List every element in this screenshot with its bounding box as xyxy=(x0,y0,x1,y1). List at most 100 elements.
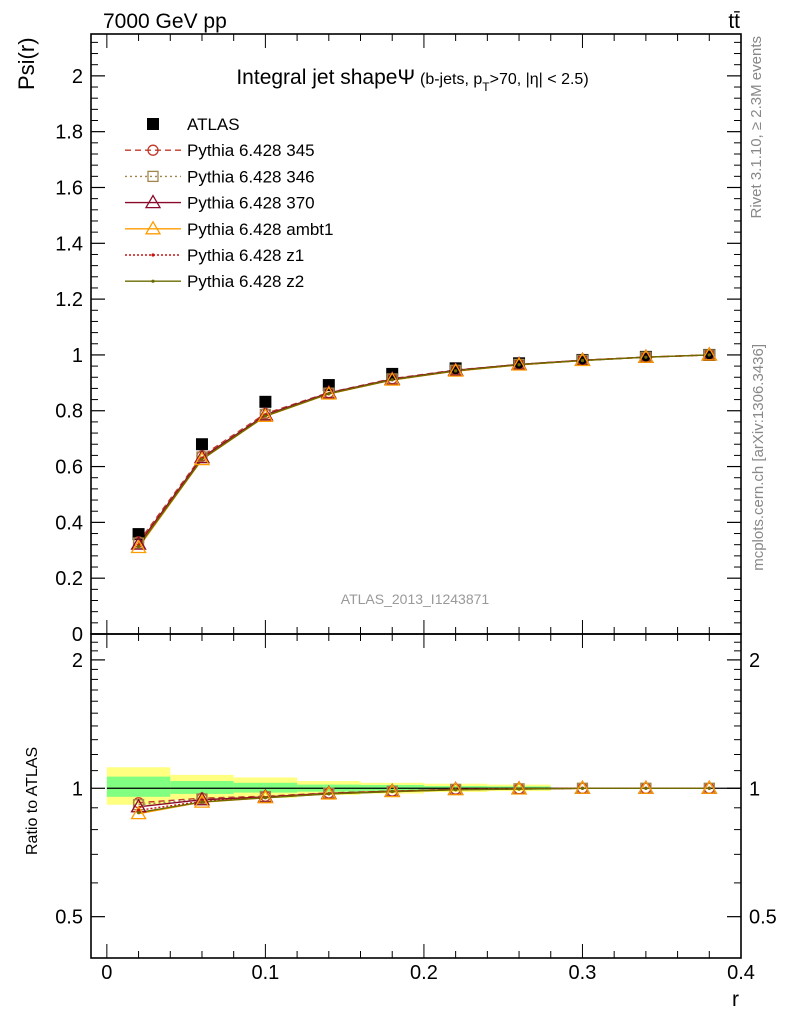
series-marker-ambt1 xyxy=(637,348,655,363)
legend-marker-p370 xyxy=(144,194,162,209)
ratio-marker-ambt1 xyxy=(193,793,211,808)
ratio-ytick-label: 1 xyxy=(72,778,83,800)
ratio-marker-ambt1 xyxy=(510,780,528,795)
legend-marker-p346 xyxy=(147,170,159,183)
legend-label-ambt1: Pythia 6.428 ambt1 xyxy=(187,220,333,239)
ratio-line-z2 xyxy=(138,787,710,814)
watermark-text: ATLAS_2013_I1243871 xyxy=(341,591,490,607)
main-ylabel: Psi(r) xyxy=(14,37,39,90)
ratio-ytick-label-right: 2 xyxy=(749,650,760,672)
ratio-marker-ambt1 xyxy=(320,785,337,800)
ratio-marker-ambt1 xyxy=(701,779,718,794)
ratio-marker-ambt1 xyxy=(637,779,655,794)
ratio-marker-z2 xyxy=(644,786,648,790)
legend-marker-p345 xyxy=(147,144,159,156)
series-marker-z2 xyxy=(200,457,204,461)
xtick-label: 0 xyxy=(101,962,112,984)
series-marker-ambt1 xyxy=(130,539,147,554)
chart-title: Integral jet shapeΨ xyxy=(236,66,415,89)
series-marker-p370 xyxy=(193,449,211,464)
series-line-p345 xyxy=(137,354,710,543)
main-ytick-label: 0.2 xyxy=(55,568,83,590)
chart-subtitle: (b-jets, pT>70, |η| < 2.5) xyxy=(420,71,589,94)
series-marker-z2 xyxy=(580,358,585,363)
series-line-z1 xyxy=(137,354,710,546)
main-ytick-label: 1.4 xyxy=(55,233,83,255)
series-marker-ambt1 xyxy=(574,352,591,367)
ratio-marker-z2 xyxy=(454,788,458,792)
main-ytick-label: 1.6 xyxy=(55,177,83,199)
series-marker-z2 xyxy=(707,353,711,357)
xtick-label: 0.4 xyxy=(727,962,755,984)
series-marker-ambt1 xyxy=(701,346,718,361)
series-marker-ambt1 xyxy=(193,451,211,466)
series-marker-z2 xyxy=(517,363,521,367)
ratio-frame xyxy=(90,633,742,959)
ratio-marker-ambt1 xyxy=(384,783,401,798)
chart-subtitle-subscript: T xyxy=(482,80,490,94)
legend-label-p370: Pythia 6.428 370 xyxy=(187,194,315,213)
atlas-data-point xyxy=(132,528,145,541)
series-marker-z2 xyxy=(327,392,331,396)
ratio-band-inner xyxy=(106,776,171,797)
ratio-marker-ambt1 xyxy=(257,789,274,804)
series-marker-ambt1 xyxy=(384,371,401,386)
ratio-marker-z2 xyxy=(580,786,585,790)
ratio-marker-z2 xyxy=(707,786,711,790)
series-marker-z2 xyxy=(644,355,648,359)
legend-label-z2: Pythia 6.428 z2 xyxy=(187,272,304,291)
ratio-marker-z1 xyxy=(136,808,141,812)
main-ytick-label: 0.6 xyxy=(55,457,83,479)
legend-label-z1: Pythia 6.428 z1 xyxy=(187,246,304,265)
series-marker-z2 xyxy=(136,544,141,548)
series-marker-ambt1 xyxy=(510,356,528,371)
ratio-panel: 0.5 0.5 1 1 2 2 0 0.1 0.2 0.3 0.4 Ratio to ATLAS r xyxy=(24,633,777,1011)
atlas-data-point xyxy=(259,395,272,408)
ratio-marker-z2 xyxy=(390,790,394,794)
series-line-p370 xyxy=(137,354,710,545)
series-marker-p370 xyxy=(130,535,147,550)
main-ytick-label: 0.8 xyxy=(55,401,83,423)
xtick-label: 0.2 xyxy=(410,962,438,984)
header-left-text: 7000 GeV pp xyxy=(103,10,227,33)
main-ytick-label: 0.4 xyxy=(55,512,83,534)
ratio-marker-z2 xyxy=(517,787,521,791)
xlabel: r xyxy=(732,988,739,1011)
main-ytick-label: 1.8 xyxy=(55,122,83,144)
ratio-ytick-label-right: 0.5 xyxy=(749,907,777,929)
ratio-marker-ambt1 xyxy=(447,781,464,796)
chart-subtitle-part: (b-jets, p xyxy=(420,71,482,88)
ratio-ytick-label: 0.5 xyxy=(55,907,83,929)
legend-marker-ambt1 xyxy=(144,220,162,235)
series-marker-ambt1 xyxy=(320,385,337,400)
ratio-marker-z2 xyxy=(200,800,204,804)
series-marker-z2 xyxy=(263,414,267,418)
atlas-data-point xyxy=(195,438,208,451)
series-marker-z2 xyxy=(454,369,458,373)
legend-label-ATLAS: ATLAS xyxy=(187,115,240,134)
ratio-ylabel: Ratio to ATLAS xyxy=(24,747,41,855)
series-line-p346 xyxy=(137,354,710,544)
main-ytick-label: 1 xyxy=(72,345,83,367)
xtick-label: 0.1 xyxy=(251,962,279,984)
legend-label-p346: Pythia 6.428 346 xyxy=(187,167,315,186)
xtick-label: 0.3 xyxy=(569,962,597,984)
main-ytick-label: 1.2 xyxy=(55,289,83,311)
mcplots-side-label: mcplots.cern.ch [arXiv:1306.3436] xyxy=(750,344,767,571)
ratio-marker-p370 xyxy=(193,791,211,806)
ratio-marker-z2 xyxy=(136,810,141,815)
legend-marker-z2 xyxy=(151,279,155,283)
ratio-marker-ambt1 xyxy=(130,805,147,820)
ratio-ytick-label: 2 xyxy=(72,650,83,672)
chart-subtitle-part: >70, |η| < 2.5) xyxy=(490,71,589,88)
legend-marker-ATLAS xyxy=(147,118,159,130)
series-marker-p370 xyxy=(257,406,274,421)
header-right-text: tt̄ xyxy=(728,10,740,33)
main-panel: 0 0.2 0.4 0.6 0.8 1 1.2 1.4 1.6 1.8 2 Psi(r) Integra… xyxy=(14,33,742,646)
series-marker-ambt1 xyxy=(257,408,274,422)
ratio-band-inner xyxy=(170,781,234,794)
ratio-marker-z2 xyxy=(327,792,331,796)
rivet-side-label: Rivet 3.1.10, ≥ 2.3M events xyxy=(748,36,765,219)
series-marker-ambt1 xyxy=(447,362,464,377)
